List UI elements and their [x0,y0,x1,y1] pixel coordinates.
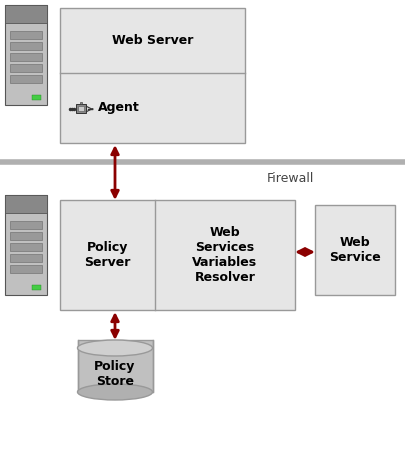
Bar [5,195,47,295]
Bar [10,254,42,262]
Text: Web
Service: Web Service [329,236,381,264]
Bar [78,106,84,111]
Bar [10,53,42,61]
Bar [10,265,42,273]
Bar [10,64,42,72]
Text: Web Server: Web Server [112,34,193,47]
Text: Policy
Store: Policy Store [94,360,136,388]
Bar [10,243,42,251]
Ellipse shape [77,340,153,356]
Bar [10,221,42,229]
Text: Firewall: Firewall [266,172,314,185]
Bar [32,285,40,290]
Bar [10,42,42,50]
Text: Agent: Agent [98,102,140,114]
Bar [10,75,42,83]
Bar [315,205,395,295]
Text: Policy
Server: Policy Server [84,241,131,269]
Bar [10,31,42,39]
Bar [5,195,47,213]
Bar [5,5,47,23]
Bar [60,200,295,310]
Bar [10,232,42,240]
Bar [5,5,47,105]
Bar [76,104,86,113]
Bar [80,102,82,104]
Ellipse shape [77,384,153,400]
Bar [77,340,153,392]
Bar [32,95,40,100]
Text: Web
Services
Variables
Resolver: Web Services Variables Resolver [192,226,258,284]
Bar [60,8,245,143]
